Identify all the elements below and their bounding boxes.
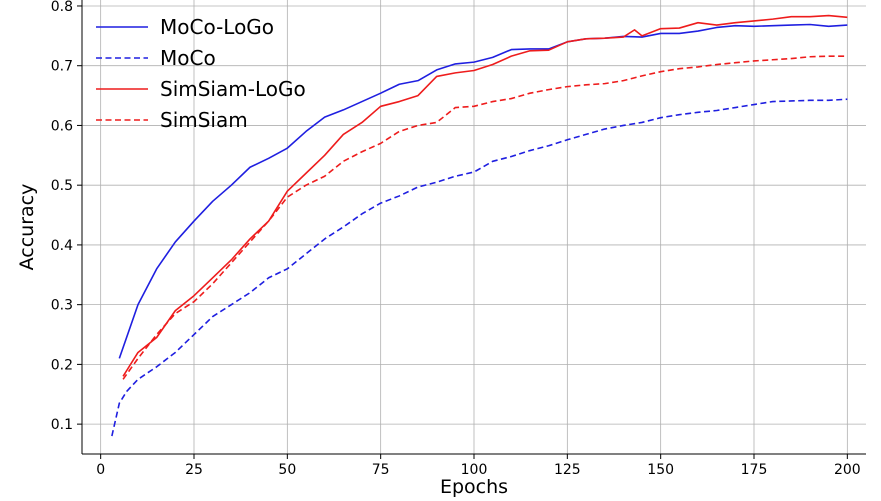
- x-tick-label: 200: [834, 462, 861, 478]
- series-line-moco: [111, 98, 848, 437]
- series-line-simsiam-logo: [122, 14, 848, 377]
- series-line-simsiam: [122, 55, 848, 380]
- y-tick-label: 0.8: [51, 0, 73, 15]
- x-tick-label: 175: [741, 462, 768, 478]
- x-tick-label: 125: [554, 462, 581, 478]
- x-tick-label: 100: [461, 462, 488, 478]
- y-axis-title: Accuracy: [16, 184, 38, 271]
- axes: 0 25 50 75 100 125 150 175 200 0.1 0.2 0.3 0.4 0.5 0.6…: [51, 0, 866, 478]
- y-tick-label: 0.6: [51, 118, 73, 134]
- y-tick-label: 0.5: [51, 178, 73, 194]
- x-tick-label: 50: [278, 462, 296, 478]
- legend-label: SimSiam: [160, 108, 248, 132]
- x-tick-label: 0: [96, 462, 105, 478]
- legend-label: MoCo: [160, 46, 216, 70]
- y-tick-label: 0.4: [51, 238, 73, 254]
- data-series: [111, 14, 848, 437]
- y-tick-label: 0.1: [51, 417, 73, 433]
- x-tick-label: 150: [647, 462, 674, 478]
- legend-label: SimSiam-LoGo: [160, 77, 306, 101]
- x-axis-title: Epochs: [440, 476, 508, 498]
- legend: MoCo-LoGo MoCo SimSiam-LoGo SimSiam: [96, 15, 306, 132]
- x-tick-label: 75: [372, 462, 390, 478]
- series-line-moco-logo: [118, 23, 848, 359]
- y-tick-label: 0.2: [51, 357, 73, 373]
- y-tick-label: 0.3: [51, 298, 73, 314]
- y-tick-label: 0.7: [51, 59, 73, 75]
- x-tick-label: 25: [185, 462, 203, 478]
- legend-label: MoCo-LoGo: [160, 15, 274, 39]
- grid-lines: [82, 0, 866, 454]
